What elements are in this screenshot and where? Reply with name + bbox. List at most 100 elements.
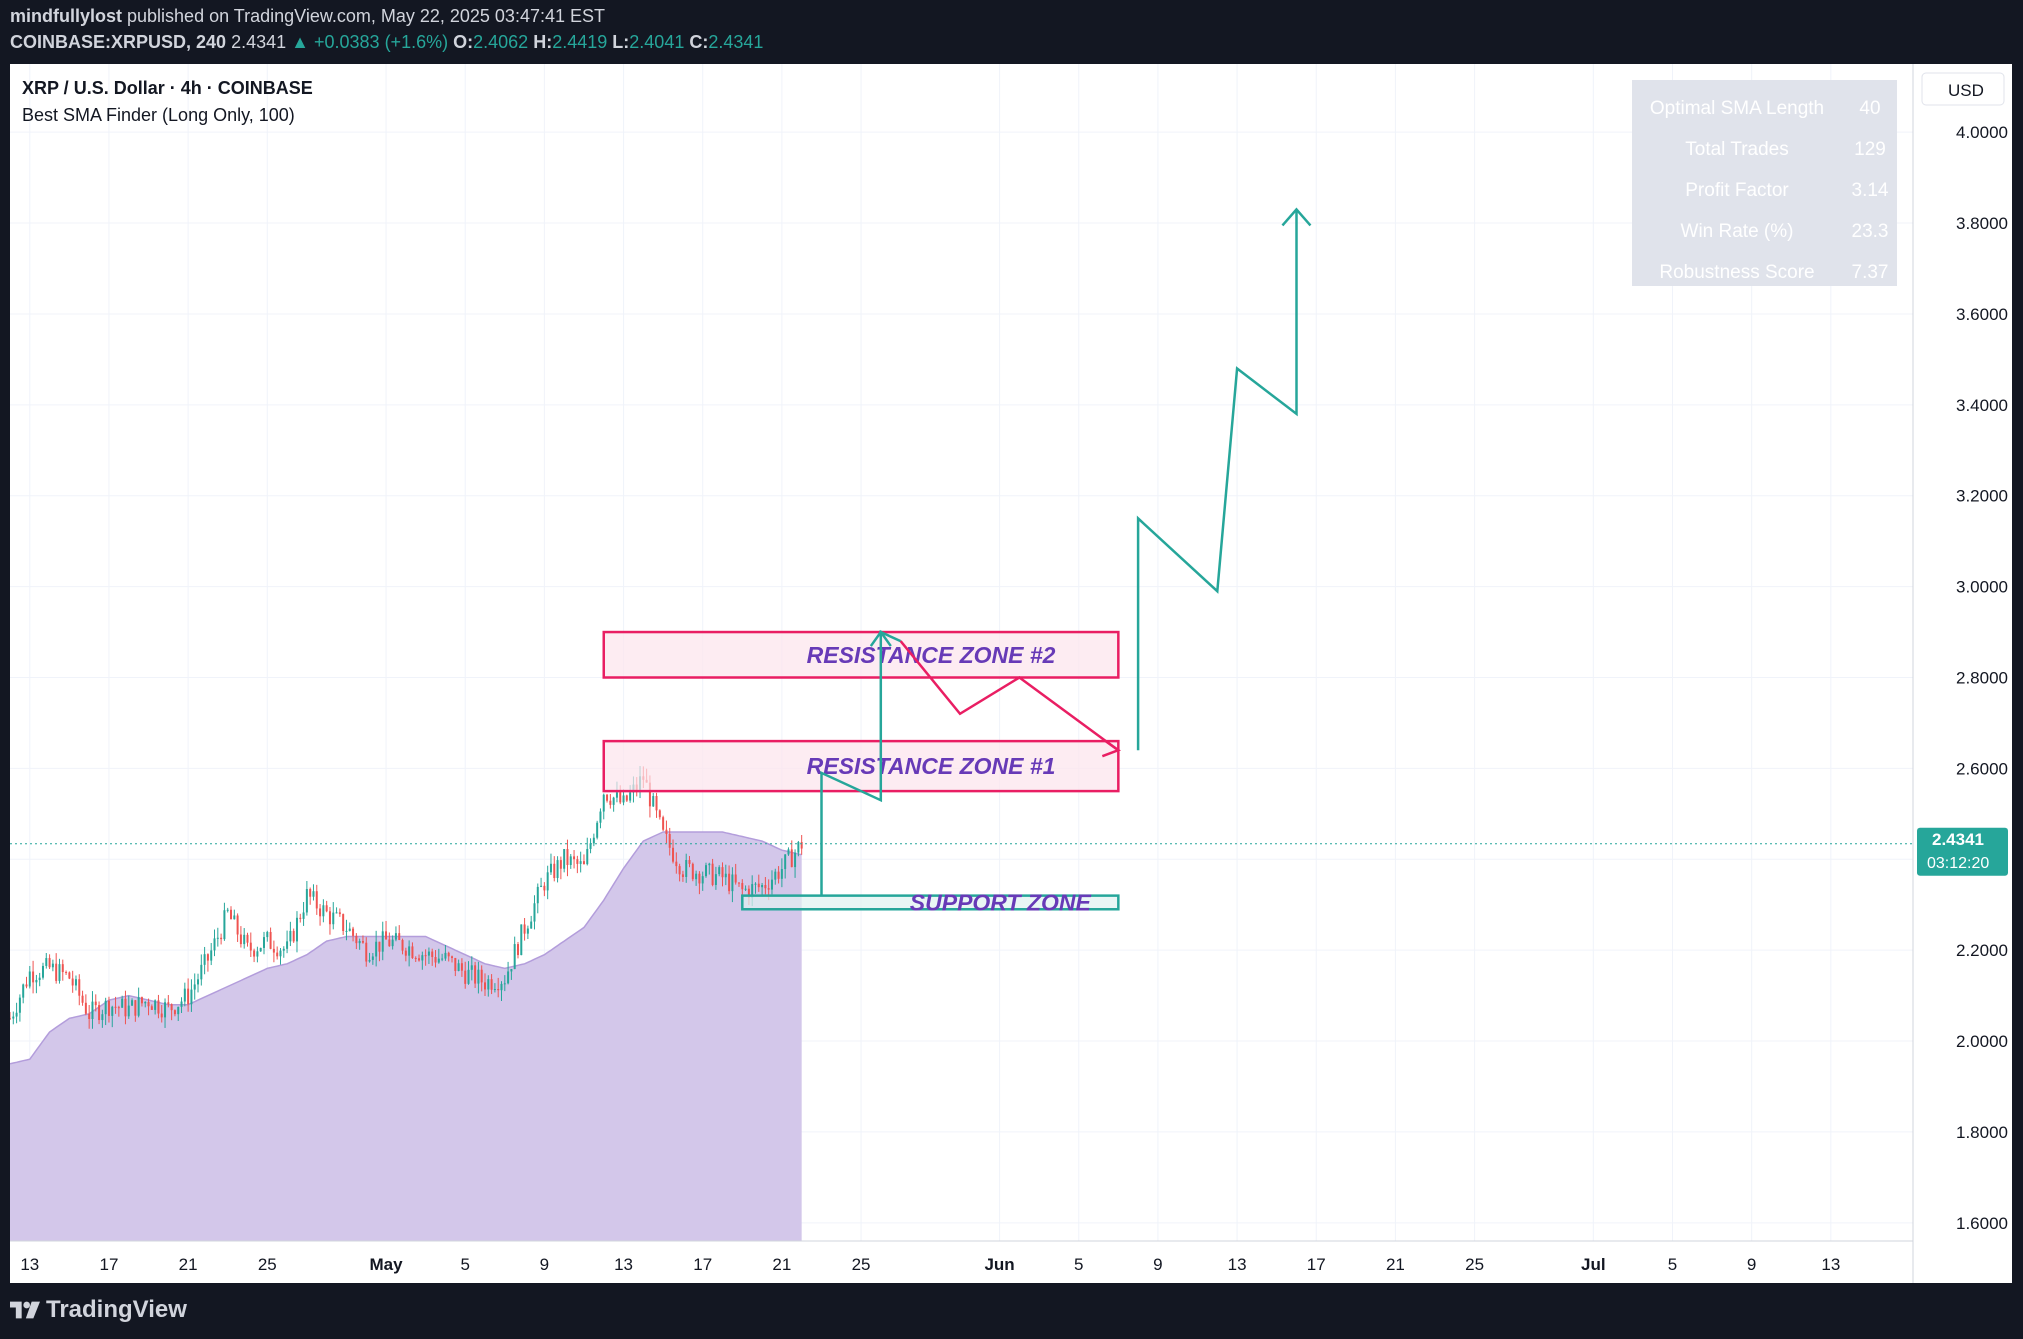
support-zone-label: SUPPORT ZONE (910, 889, 1092, 915)
time-tick-label: Jul (1581, 1255, 1606, 1274)
candle-body (253, 950, 256, 957)
stats-table-bg (1632, 80, 1897, 286)
candle-body (394, 933, 397, 940)
candle-body (523, 924, 526, 934)
arrowhead-red-icon (1101, 739, 1121, 758)
candle-body (589, 843, 592, 849)
time-tick-label: 21 (1386, 1255, 1405, 1274)
candle-body (375, 941, 378, 957)
candle-body (744, 888, 747, 890)
candle-body (573, 856, 576, 860)
stats-label: Win Rate (%) (1681, 221, 1794, 242)
candle-body (355, 935, 358, 944)
candle-body (503, 983, 506, 985)
candle-body (25, 984, 28, 987)
candle-body (724, 873, 727, 878)
candle-body (615, 792, 618, 798)
candle-body (131, 1000, 134, 1006)
low-value: 2.4041 (629, 32, 685, 52)
candle-body (41, 965, 44, 978)
projection-path-red[interactable] (899, 640, 1120, 752)
candle-body (256, 951, 259, 957)
candle-body (559, 860, 562, 869)
candle-body (78, 979, 81, 996)
candle-body (424, 955, 427, 957)
candle-body (335, 912, 338, 914)
symbol-info: COINBASE:XRPUSD, 240 2.4341 ▲ +0.0383 (+… (10, 32, 763, 53)
indicator-name[interactable]: Best SMA Finder (Long Only, 100) (22, 105, 295, 125)
candle-body (457, 963, 460, 971)
price-tick-label: 1.8000 (1956, 1123, 2008, 1142)
candle-body (71, 978, 74, 986)
projection-path-1[interactable] (820, 630, 902, 896)
price-tick-label: 2.2000 (1956, 941, 2008, 960)
candle-body (164, 1002, 167, 1018)
candle-body (259, 947, 262, 952)
chart-frame[interactable]: RESISTANCE ZONE #2 RESISTANCE ZONE #1 SUPP… (10, 64, 2012, 1283)
high-value: 2.4419 (552, 32, 608, 52)
candle-body (596, 822, 599, 838)
currency-button-bg[interactable] (1921, 72, 2005, 106)
candle-body (173, 1010, 176, 1015)
candle-body (668, 834, 671, 848)
candle-body (398, 933, 401, 940)
footer-brand[interactable]: TradingView (10, 1296, 187, 1324)
candle-body (35, 979, 38, 983)
stats-label: Profit Factor (1685, 180, 1789, 201)
candle-body (477, 969, 480, 984)
candle-body (239, 934, 242, 945)
candle-body (625, 795, 628, 801)
candle-body (705, 865, 708, 877)
last-price: 2.4341 (231, 32, 287, 52)
price-tick-label: 3.8000 (1956, 214, 2008, 233)
candle-body (761, 885, 764, 888)
candle-body (655, 796, 658, 811)
candle-body (58, 964, 61, 981)
candle-body (513, 944, 516, 970)
stats-value: 40 (1859, 98, 1880, 119)
candle-body (737, 882, 740, 884)
candle-body (800, 842, 803, 849)
time-tick-label: 13 (1821, 1255, 1840, 1274)
candle-body (434, 957, 437, 963)
price-badge-bg (1917, 827, 2008, 876)
candle-body (233, 915, 236, 920)
candle-body (484, 982, 486, 990)
candle-body (441, 958, 444, 960)
stats-label: Total Trades (1685, 139, 1789, 160)
candle-body (774, 871, 777, 880)
time-tick-label: 5 (1074, 1255, 1083, 1274)
publisher-name[interactable]: mindfullylost (10, 6, 122, 26)
candle-body (764, 885, 767, 889)
candle-body (358, 941, 361, 944)
open-value: 2.4062 (473, 32, 529, 52)
candle-body (691, 863, 694, 880)
currency-label[interactable]: USD (1948, 81, 1984, 100)
price-tick-label: 3.6000 (1956, 305, 2008, 324)
resistance-zone-2[interactable] (602, 630, 1120, 679)
candle-body (794, 852, 797, 868)
candle-body (431, 951, 434, 958)
candle-body (685, 859, 688, 877)
candle-body (305, 889, 308, 913)
projection-path-2[interactable] (1136, 209, 1298, 751)
candle-body (556, 860, 559, 879)
candle-body (32, 971, 35, 983)
candle-body (319, 908, 322, 917)
published-text: published on TradingView.com, May 22, 20… (127, 6, 605, 26)
zones-layer: RESISTANCE ZONE #2 RESISTANCE ZONE #1 SUPP… (602, 630, 1120, 915)
time-tick-label: 9 (1747, 1255, 1756, 1274)
support-zone[interactable] (741, 894, 1120, 911)
time-axis[interactable]: 13 17 21 25 May 5 9 13 17 21 25 Jun 5 9 13 17 21 25 Jul 5 9 1… (20, 1255, 1840, 1274)
up-arrow-icon: ▲ (291, 32, 309, 52)
price-tick-label: 4.0000 (1956, 123, 2008, 142)
price-chart[interactable]: RESISTANCE ZONE #2 RESISTANCE ZONE #1 SUPP… (10, 64, 2012, 1283)
chart-title: XRP / U.S. Dollar · 4h · COINBASE (22, 78, 313, 98)
candle-body (348, 928, 351, 931)
price-change: +0.0383 (+1.6%) (314, 32, 449, 52)
time-tick-label: 13 (20, 1255, 39, 1274)
candle-body (447, 952, 450, 957)
candle-body (246, 934, 249, 943)
candle-body (708, 863, 711, 866)
price-axis[interactable]: 1.60001.80002.00002.20002.40002.60002.80… (1956, 123, 2008, 1233)
